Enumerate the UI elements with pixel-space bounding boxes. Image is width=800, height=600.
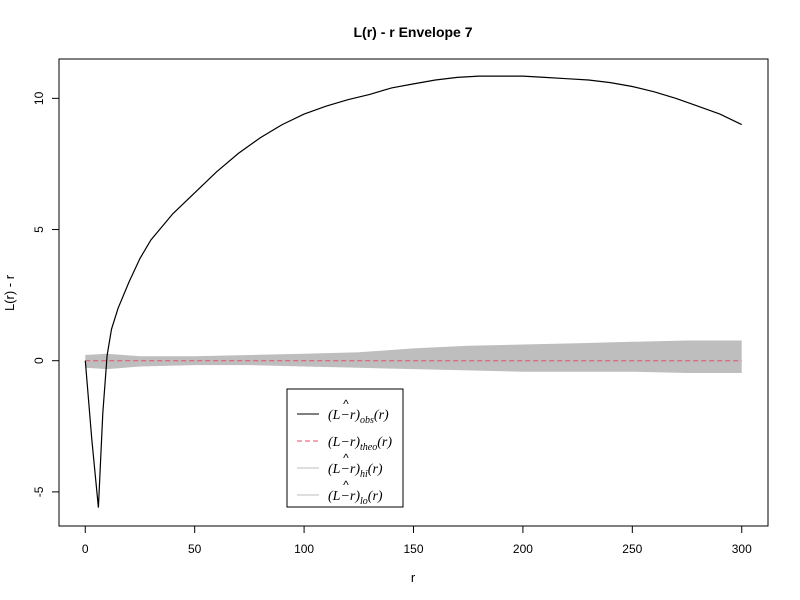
legend-label-obs: (L−r)obs(r) [328, 408, 389, 426]
y-axis: -5 0 5 10 [32, 91, 60, 497]
plot-frame [58, 58, 769, 527]
obs-layer [84, 75, 742, 508]
y-axis-label: L(r) - r [2, 274, 17, 311]
x-tick-label: 200 [513, 542, 533, 556]
y-tick-label: 10 [32, 91, 46, 105]
series-obs-line [84, 75, 742, 508]
legend-hat-lo: ^ [343, 478, 349, 492]
y-tick-label: 0 [32, 357, 46, 364]
series-hi-line [85, 340, 742, 358]
legend-label-theo: (L−r)theo(r) [328, 435, 392, 453]
x-axis-label: r [411, 570, 416, 585]
x-tick-label: 150 [403, 542, 423, 556]
legend: (L−r)obs(r)^(L−r)theo(r)(L−r)hi(r)^(L−r)… [286, 388, 404, 508]
x-tick-label: 50 [188, 542, 202, 556]
chart-title: L(r) - r Envelope 7 [353, 24, 472, 40]
y-tick-label: -5 [32, 486, 46, 497]
x-tick-label: 0 [82, 542, 89, 556]
x-tick-label: 250 [622, 542, 642, 556]
series-lo-line [85, 364, 742, 373]
y-tick-label: 5 [32, 226, 46, 233]
legend-label-hi: (L−r)hi(r) [328, 462, 383, 480]
envelope-band [85, 341, 742, 373]
x-axis: 0 50 100 150 200 250 300 [82, 525, 752, 556]
legend-hat-hi: ^ [343, 451, 349, 465]
x-tick-label: 300 [732, 542, 752, 556]
legend-box [286, 388, 404, 508]
x-tick-label: 100 [294, 542, 314, 556]
legend-label-lo: (L−r)lo(r) [328, 489, 383, 507]
legend-hat-obs: ^ [343, 397, 349, 411]
envelope-layer [85, 340, 742, 373]
